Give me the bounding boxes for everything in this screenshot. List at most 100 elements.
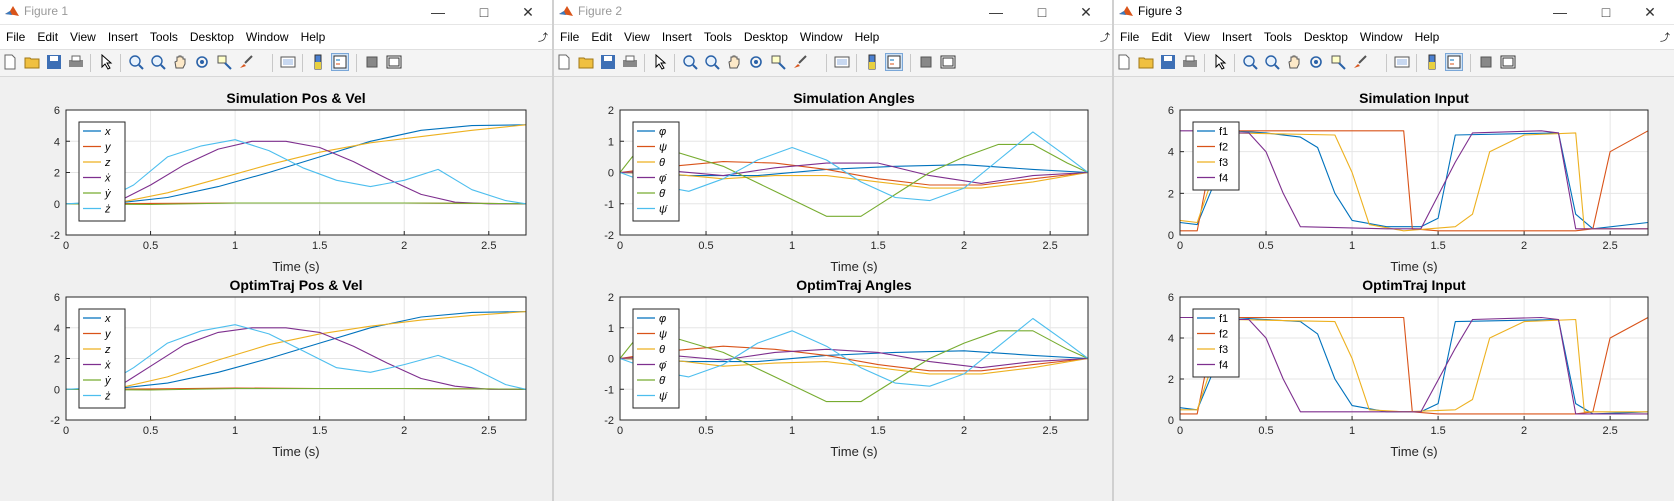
select-arrow-icon[interactable] <box>1212 53 1228 70</box>
open-file-icon[interactable] <box>1138 54 1154 70</box>
select-arrow-icon[interactable] <box>652 53 668 70</box>
menu-file[interactable]: File <box>6 30 26 44</box>
link-plot-icon[interactable] <box>1394 54 1410 70</box>
save-icon[interactable] <box>1160 54 1176 70</box>
menu-edit[interactable]: Edit <box>1151 30 1173 44</box>
save-icon[interactable] <box>46 54 62 70</box>
select-arrow-icon[interactable] <box>98 53 114 70</box>
menu-view[interactable]: View <box>1184 30 1210 44</box>
zoom-in-icon[interactable] <box>128 54 144 70</box>
brush-icon[interactable] <box>238 54 254 70</box>
menu-window[interactable]: Window <box>799 30 843 44</box>
title-bar[interactable]: Figure 2 — □ ✕ <box>554 0 1114 25</box>
close-button[interactable]: ✕ <box>1644 3 1656 20</box>
plot-area[interactable] <box>1180 297 1648 420</box>
menu-tools[interactable]: Tools <box>703 30 732 44</box>
maximize-button[interactable]: □ <box>1037 4 1047 20</box>
axes-optimtraj[interactable]: 0 0.5 1 1.5 2 2.5 0 2 4 6 OptimTraj Input Time (s) f… <box>1168 277 1649 459</box>
menu-tools[interactable]: Tools <box>149 30 178 44</box>
menu-help[interactable]: Help <box>1414 30 1440 44</box>
menu-desktop[interactable]: Desktop <box>1303 30 1348 44</box>
pan-icon[interactable] <box>1286 54 1302 70</box>
menu-view[interactable]: View <box>70 30 96 44</box>
menu-insert[interactable]: Insert <box>661 30 692 44</box>
brush-icon[interactable] <box>792 54 808 70</box>
show-plot-tools-icon[interactable] <box>1500 54 1516 70</box>
menu-insert[interactable]: Insert <box>107 30 138 44</box>
maximize-button[interactable]: □ <box>1601 4 1611 20</box>
dock-arrow-icon[interactable]: ⤴ <box>1100 33 1110 44</box>
zoom-out-icon[interactable] <box>704 54 720 70</box>
link-plot-icon[interactable] <box>834 54 850 70</box>
open-file-icon[interactable] <box>24 54 40 70</box>
pan-icon[interactable] <box>726 54 742 70</box>
dock-arrow-icon[interactable]: ⤴ <box>1660 33 1670 44</box>
hide-plot-tools-icon[interactable] <box>918 54 934 70</box>
menu-tools[interactable]: Tools <box>1263 30 1292 44</box>
axes-simulation[interactable]: 0 0.5 1 1.5 2 2.5 0 2 4 6 Simulation Input Time (s)… <box>1168 90 1649 274</box>
link-plot-icon[interactable] <box>280 54 296 70</box>
menu-view[interactable]: View <box>624 30 650 44</box>
legend[interactable]: f1 f2 f3 f4 <box>1192 308 1240 378</box>
data-cursor-icon[interactable] <box>770 54 786 70</box>
print-icon[interactable] <box>1182 54 1198 70</box>
menu-file[interactable]: File <box>560 30 580 44</box>
zoom-out-icon[interactable] <box>150 54 166 70</box>
menu-window[interactable]: Window <box>1359 30 1403 44</box>
menu-window[interactable]: Window <box>245 30 289 44</box>
hide-plot-tools-icon[interactable] <box>364 54 380 70</box>
menu-desktop[interactable]: Desktop <box>743 30 788 44</box>
menu-file[interactable]: File <box>1120 30 1140 44</box>
show-plot-tools-icon[interactable] <box>386 54 402 70</box>
rotate-icon[interactable] <box>194 54 210 70</box>
minimize-button[interactable]: — <box>1553 4 1567 20</box>
data-cursor-icon[interactable] <box>1330 54 1346 70</box>
colorbar-icon[interactable] <box>1424 54 1440 70</box>
open-file-icon[interactable] <box>578 54 594 70</box>
hide-plot-tools-icon[interactable] <box>1478 54 1494 70</box>
legend-icon[interactable] <box>1445 53 1463 71</box>
minimize-button[interactable]: — <box>989 4 1003 20</box>
axes-optimtraj[interactable]: 0 0.5 1 1.5 2 2.5 -2 -1 0 1 2 OptimTraj Angles Time … <box>604 277 1089 459</box>
menu-insert[interactable]: Insert <box>1221 30 1252 44</box>
legend[interactable]: φψθ φ̇ θ̇ ψ̇ <box>632 308 680 409</box>
legend-icon[interactable] <box>885 53 903 71</box>
dock-arrow-icon[interactable]: ⤴ <box>538 33 548 44</box>
rotate-icon[interactable] <box>748 54 764 70</box>
zoom-in-icon[interactable] <box>1242 54 1258 70</box>
close-button[interactable]: ✕ <box>522 3 534 20</box>
legend[interactable]: φψθ φ̇ θ̇ ψ̇ <box>632 121 680 222</box>
axes-simulation[interactable]: 0 0.5 1 1.5 2 2.5 -2 -1 0 1 2 Simulation Angles Time… <box>604 90 1089 274</box>
close-button[interactable]: ✕ <box>1080 3 1092 20</box>
menu-desktop[interactable]: Desktop <box>189 30 234 44</box>
title-bar[interactable]: Figure 3 — □ ✕ <box>1114 0 1674 25</box>
menu-help[interactable]: Help <box>300 30 326 44</box>
data-cursor-icon[interactable] <box>216 54 232 70</box>
new-file-icon[interactable] <box>556 54 572 70</box>
colorbar-icon[interactable] <box>864 54 880 70</box>
title-bar[interactable]: Figure 1 — □ ✕ <box>0 0 552 25</box>
print-icon[interactable] <box>622 54 638 70</box>
menu-edit[interactable]: Edit <box>591 30 613 44</box>
minimize-button[interactable]: — <box>431 4 445 20</box>
zoom-in-icon[interactable] <box>682 54 698 70</box>
print-icon[interactable] <box>68 54 84 70</box>
new-file-icon[interactable] <box>2 54 18 70</box>
zoom-out-icon[interactable] <box>1264 54 1280 70</box>
brush-icon[interactable] <box>1352 54 1368 70</box>
menu-help[interactable]: Help <box>854 30 880 44</box>
maximize-button[interactable]: □ <box>479 4 489 20</box>
legend[interactable]: f1 f2 f3 f4 <box>1192 121 1240 191</box>
new-file-icon[interactable] <box>1116 54 1132 70</box>
rotate-icon[interactable] <box>1308 54 1324 70</box>
legend-icon[interactable] <box>331 53 349 71</box>
menu-edit[interactable]: Edit <box>37 30 59 44</box>
colorbar-icon[interactable] <box>310 54 326 70</box>
save-icon[interactable] <box>600 54 616 70</box>
pan-icon[interactable] <box>172 54 188 70</box>
show-plot-tools-icon[interactable] <box>940 54 956 70</box>
